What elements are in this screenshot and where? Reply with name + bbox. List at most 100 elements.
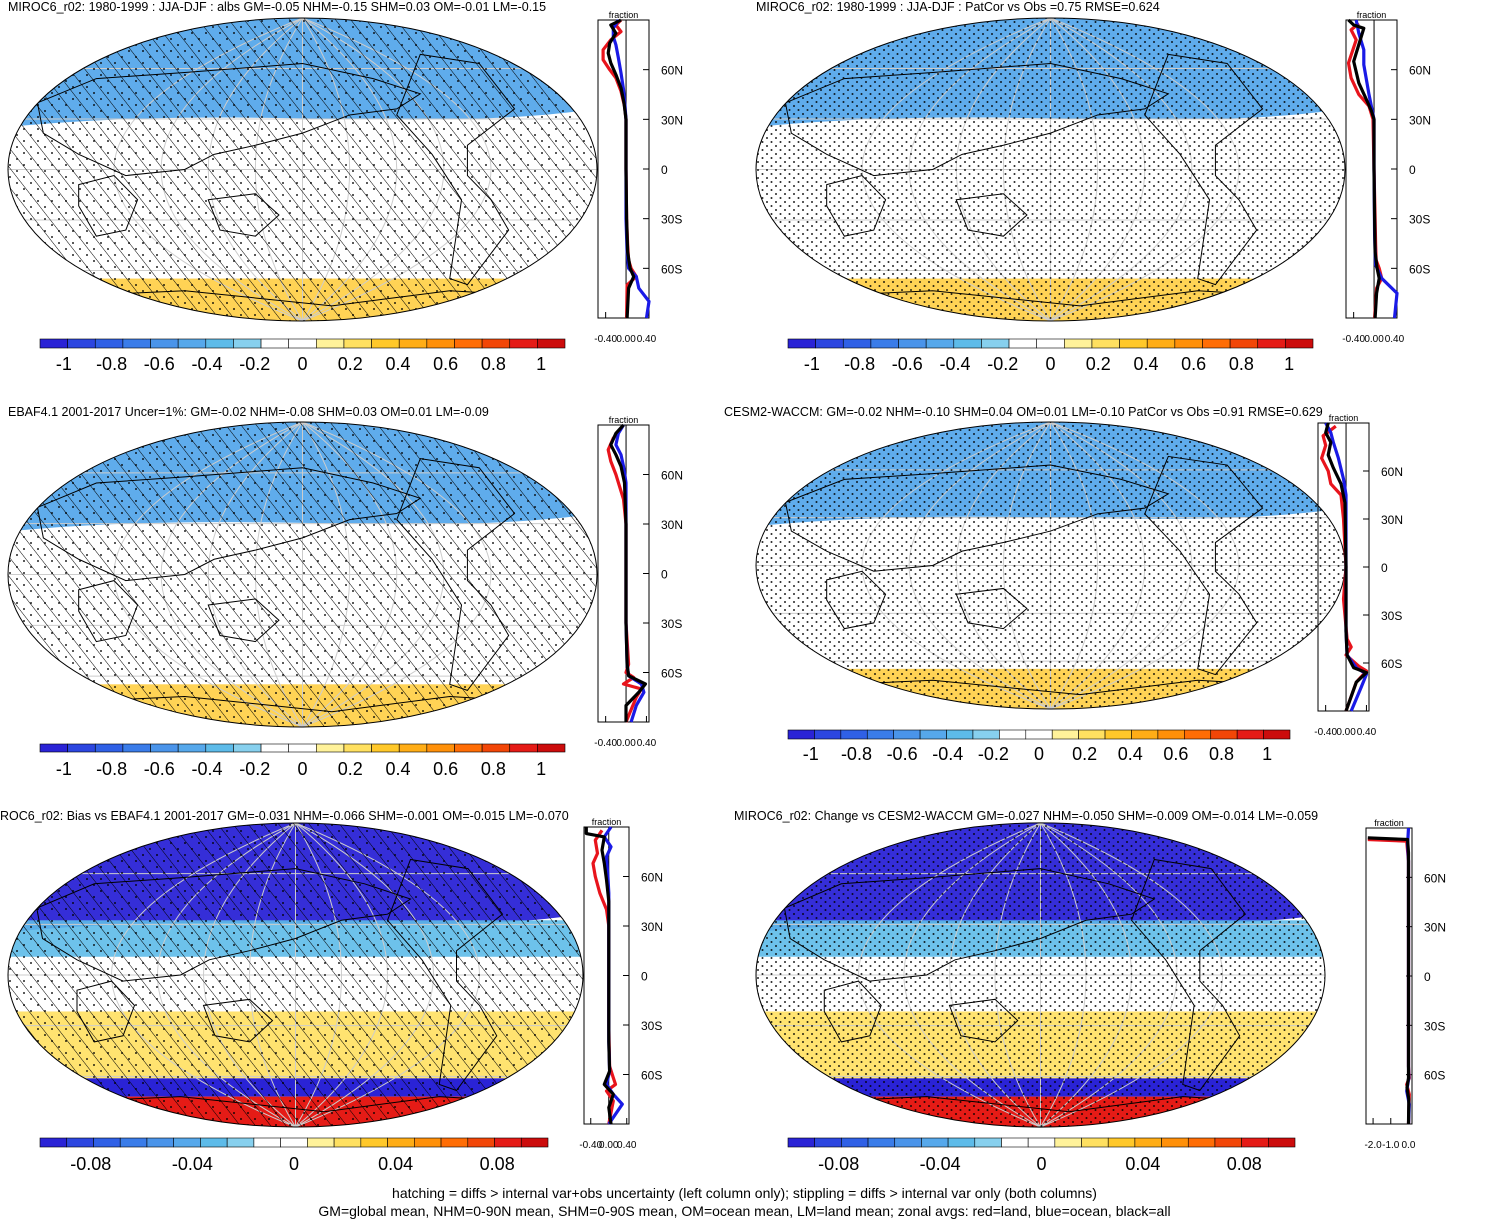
zonal-ytick-label: 60N <box>661 64 683 78</box>
colorbar-label: -1 <box>56 354 72 374</box>
colorbar-label: 0.2 <box>338 354 363 374</box>
colorbar-box <box>454 338 483 349</box>
coastline-3 <box>386 858 504 1092</box>
colorbar-box <box>1054 1137 1082 1148</box>
panel-title: ROC6_r02: Bias vs EBAF4.1 2001-2017 GM=-… <box>0 809 569 823</box>
colorbar-label: -1 <box>804 354 820 374</box>
colorbar-label: 1 <box>1284 354 1294 374</box>
zonal-xtick-label: -0.40 <box>579 1140 602 1151</box>
colorbar-box <box>1008 338 1037 349</box>
zonal-xtick-label: -0.40 <box>1314 727 1337 738</box>
colorbar-box <box>1078 729 1106 740</box>
colorbar-box <box>233 338 262 349</box>
colorbar-box <box>814 1137 842 1148</box>
colorbar-box <box>150 338 179 349</box>
stippling <box>756 422 1345 709</box>
coastline-1 <box>826 175 887 237</box>
colorbar-label: 0.2 <box>1072 744 1097 764</box>
colorbar: -0.08 -0.04 0 0.04 0.08 <box>787 1137 1296 1174</box>
zonal-xlabel: fraction <box>609 10 639 20</box>
colorbar-label: -0.2 <box>987 354 1018 374</box>
colorbar-box <box>467 1137 495 1148</box>
colorbar-box <box>787 338 816 349</box>
zonal-ytick-label: 30N <box>641 920 663 934</box>
colorbar-box <box>398 743 428 753</box>
stippling <box>756 823 1325 1127</box>
colorbar-box <box>494 1137 522 1148</box>
zonal-xlabel: fraction <box>592 817 622 827</box>
zonal-xlabel: fraction <box>1374 818 1404 828</box>
colorbar-box <box>921 1137 949 1148</box>
zonal-ytick-label: 60S <box>1424 1069 1445 1083</box>
colorbar-box <box>1131 729 1159 740</box>
colorbar-box <box>1157 729 1185 740</box>
colorbar-box <box>866 729 894 740</box>
colorbar-label: -0.6 <box>887 744 918 764</box>
colorbar-label: 0.6 <box>433 759 458 779</box>
colorbar-label: 0 <box>1036 1154 1046 1174</box>
colorbar-box <box>1229 338 1259 349</box>
colorbar: -1 -0.8 -0.6 -0.4 -0.2 0 0.2 0.4 0.6 0.8 1 <box>787 729 1291 764</box>
zonal-ytick-label: 60S <box>661 262 682 276</box>
colorbar-box <box>316 743 345 753</box>
colorbar-box <box>840 729 868 740</box>
colorbar-box <box>1210 729 1238 740</box>
colorbar-label: -0.4 <box>932 744 963 764</box>
colorbar-box <box>867 1137 896 1148</box>
colorbar-box <box>1285 338 1314 349</box>
colorbar-box <box>280 1137 308 1148</box>
colorbar-label: 0.4 <box>385 354 410 374</box>
zonal-xtick-label: 0.0 <box>1402 1140 1416 1151</box>
colorbar-box <box>39 338 68 349</box>
colorbar: -1 -0.8 -0.6 -0.4 -0.2 0 0.2 0.4 0.6 0.8 1 <box>39 743 566 779</box>
colorbar-box <box>1241 1137 1269 1148</box>
colorbar-box <box>1146 338 1176 349</box>
zonal-ytick-label: 60N <box>661 469 683 483</box>
zonal-ytick-label: 60N <box>1424 871 1446 885</box>
zonal-xlabel: fraction <box>1357 10 1387 20</box>
colorbar-box <box>233 743 262 753</box>
colorbar-label: -0.2 <box>978 744 1009 764</box>
coastline-0 <box>36 868 412 982</box>
coastline-2 <box>948 998 1019 1043</box>
colorbar-label: 0.8 <box>1209 744 1234 764</box>
coastline-3 <box>1144 53 1264 286</box>
coastline-2 <box>207 598 280 643</box>
zonal-ytick-label: 60S <box>1381 657 1402 671</box>
zonal-ytick-label: 0 <box>641 970 648 984</box>
colorbar-label: 0.6 <box>1181 354 1206 374</box>
map-border <box>755 17 1346 322</box>
zonal-ytick-label: 30S <box>1409 213 1430 227</box>
zonal-xtick-label: 0.40 <box>637 334 657 345</box>
coastline-0 <box>784 62 1170 177</box>
zonal-ytick-label: 60N <box>1381 465 1403 479</box>
colorbar-box <box>481 743 511 753</box>
colorbar-label: -0.8 <box>96 759 127 779</box>
colorbar-box <box>1081 1137 1109 1148</box>
colorbar-label: 1 <box>1262 744 1272 764</box>
zonal-ytick-label: 0 <box>1381 561 1388 575</box>
colorbar-label: 0.4 <box>385 759 410 779</box>
map-area <box>8 422 597 727</box>
colorbar-box <box>371 743 400 753</box>
zonal-ytick-label: 0 <box>661 568 668 582</box>
zonal-ytick-label: 30N <box>661 113 683 127</box>
zonal-xlabel: fraction <box>1329 413 1359 423</box>
panel-title: MIROC6_r02: Change vs CESM2-WACCM GM=-0.… <box>734 809 1318 823</box>
zonal-ytick-label: 0 <box>661 163 668 177</box>
colorbar-box <box>1184 729 1212 740</box>
map-border <box>7 421 598 728</box>
colorbar-box <box>122 743 151 753</box>
colorbar-label: -0.8 <box>841 744 872 764</box>
zonal-xtick-label: 0.40 <box>617 1140 637 1151</box>
colorbar-box <box>947 1137 976 1148</box>
map-area <box>756 422 1345 709</box>
panel-p2: MIROC6_r02: 1980-1999 : JJA-DJF : PatCor… <box>755 0 1431 374</box>
colorbar-label: 0.4 <box>1133 354 1158 374</box>
colorbar-label: 0 <box>1034 744 1044 764</box>
map-area <box>8 823 583 1127</box>
colorbar-label: 0.2 <box>1086 354 1111 374</box>
panel-title: CESM2-WACCM: GM=-0.02 NHM=-0.10 SHM=0.04… <box>724 405 1323 419</box>
